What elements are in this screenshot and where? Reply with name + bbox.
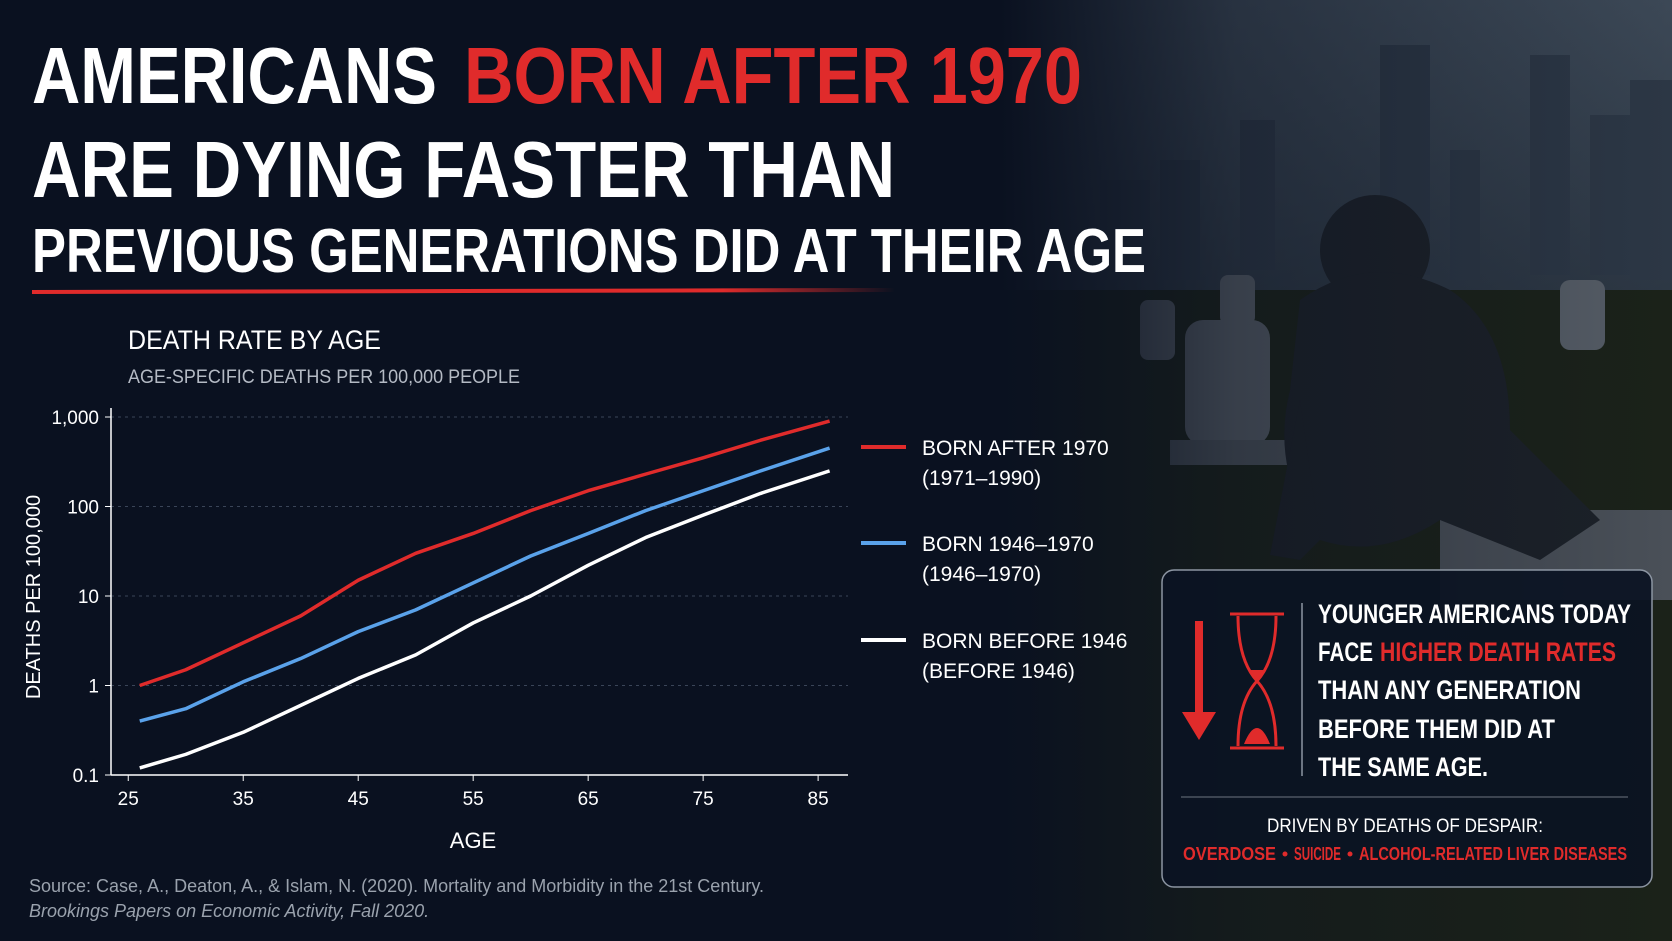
callout-text: THAN ANY GENERATION: [1318, 675, 1581, 705]
plot: 0.1 1 10 100 1,000 25 35 45 55 65 75 85: [51, 408, 848, 810]
headline-highlight: BORN AFTER 1970: [464, 31, 1082, 120]
legend-note: (1946–1970): [922, 563, 1041, 586]
chart-title: DEATH RATE BY AGE: [128, 325, 381, 355]
x-tick-label: 65: [578, 789, 599, 810]
x-axis-label: AGE: [450, 828, 496, 853]
headline: ARE DYING FASTER THAN: [32, 125, 895, 214]
x-tick-label: 45: [348, 789, 369, 810]
cause: SUICIDE: [1294, 844, 1341, 864]
y-axis-label: DEATHS PER 100,000: [23, 495, 45, 699]
x-tick-label: 35: [233, 789, 254, 810]
separator: [1282, 851, 1288, 857]
callout-text: THE SAME AGE.: [1318, 752, 1488, 782]
legend-label: BORN 1946–1970: [922, 533, 1094, 556]
x-tick-label: 85: [808, 789, 829, 810]
y-tick-label: 10: [78, 587, 99, 608]
hourglass-icon: [1230, 612, 1284, 750]
source: Source: Case, A., Deaton, A., & Islam, N…: [29, 876, 764, 896]
callout-text: FACE: [1318, 637, 1373, 667]
separator: [1347, 851, 1353, 857]
x-tick-label: 75: [693, 789, 714, 810]
series-line: [139, 419, 831, 688]
callout-text: YOUNGER AMERICANS TODAY: [1318, 599, 1631, 629]
x-tick-label: 55: [463, 789, 484, 810]
x-tick-label: 25: [118, 789, 139, 810]
y-tick-label: 1,000: [51, 408, 99, 429]
chart-subtitle: AGE-SPECIFIC DEATHS PER 100,000 PEOPLE: [128, 367, 520, 388]
legend-note: (1971–1990): [922, 467, 1041, 490]
y-tick-label: 0.1: [73, 766, 99, 787]
series-line: [139, 446, 831, 723]
cause: ALCOHOL-RELATED LIVER DISEASES: [1359, 844, 1627, 864]
y-tick-label: 1: [88, 677, 99, 698]
callout-highlight: HIGHER DEATH RATES: [1380, 637, 1616, 667]
legend-note: (BEFORE 1946): [922, 660, 1075, 683]
underline: [32, 288, 895, 294]
callout-text: BEFORE THEM DID AT: [1318, 714, 1555, 744]
legend-label: BORN AFTER 1970: [922, 437, 1109, 460]
legend-label: BORN BEFORE 1946: [922, 630, 1127, 653]
driver-text: DRIVEN BY DEATHS OF DESPAIR:: [1267, 816, 1543, 837]
headline: PREVIOUS GENERATIONS DID AT THEIR AGE: [32, 217, 1146, 286]
legend: BORN AFTER 1970 (1971–1990) BORN 1946–1970…: [861, 437, 1127, 683]
down-arrow: [1182, 621, 1216, 740]
y-tick-label: 100: [67, 498, 99, 519]
callout: YOUNGER AMERICANS TODAY FACE HIGHER DEAT…: [1161, 569, 1653, 888]
headline: AMERICANS: [32, 31, 437, 120]
series-line: [139, 469, 831, 770]
source-journal: Brookings Papers on Economic Activity, F…: [29, 901, 429, 921]
cause: OVERDOSE: [1183, 844, 1276, 864]
